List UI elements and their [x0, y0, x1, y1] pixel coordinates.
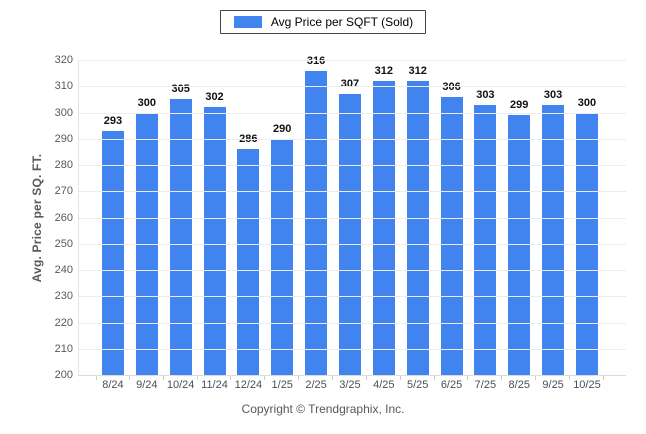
y-axis-tick-label: 210: [54, 342, 73, 355]
bar: [508, 115, 531, 375]
bar: [474, 104, 497, 375]
bar: [542, 104, 565, 375]
y-axis-tick-label: 220: [54, 316, 73, 329]
x-axis-tick: [467, 376, 469, 380]
x-axis-tick: [433, 376, 435, 380]
x-axis-label: 2/25: [305, 379, 327, 391]
y-axis-tick-label: 280: [54, 159, 73, 171]
bar-value-label: 303: [476, 88, 495, 101]
x-axis-labels: 8/24 9/24 10/24 11/24 12/24 1/25 2/25 3/25 4/25 5…: [96, 379, 604, 392]
bar-value-label: 290: [273, 122, 292, 135]
legend-label: Avg Price per SQFT (Sold): [270, 15, 414, 29]
x-axis-tick: [535, 376, 537, 380]
bar-slot: 302: [198, 60, 232, 380]
x-axis-tick: [399, 376, 401, 380]
y-axis-tick-label: 230: [54, 290, 73, 303]
y-axis-tick-label: 270: [54, 185, 73, 198]
x-axis-tick: [128, 376, 130, 380]
bar-value-label: 312: [408, 65, 427, 77]
gridline: [79, 86, 626, 88]
bar-slot: 303: [536, 60, 571, 380]
bar: [271, 138, 294, 375]
x-axis-tick: [365, 376, 367, 380]
bar-value-label: 312: [374, 65, 393, 77]
bar: [203, 107, 226, 375]
y-axis-tick-label: 300: [54, 106, 73, 119]
y-axis-tick-label: 320: [54, 54, 73, 66]
x-axis-label: 12/24: [234, 379, 263, 391]
bar-value-label: 299: [510, 99, 529, 112]
bar-value-label: 300: [137, 96, 156, 109]
x-axis-tick: [332, 376, 334, 380]
x-axis-label: 6/25: [440, 379, 463, 391]
gridline: [79, 270, 626, 271]
bar-slot: 299: [502, 60, 537, 380]
x-axis-label: 10/25: [573, 379, 601, 391]
gridline: [79, 243, 626, 245]
y-axis-tick-label: 250: [54, 237, 73, 250]
x-axis-label: 4/25: [373, 379, 395, 391]
gridline: [79, 348, 626, 350]
x-axis-tick: [230, 376, 232, 380]
bar: [169, 99, 192, 375]
bar: [237, 149, 260, 375]
x-axis-tick: [569, 376, 571, 380]
bar-slot: 303: [468, 60, 503, 380]
bars-row: 293 300 305 302 286 290 316 307 312 312 306 303 299 3…: [96, 55, 604, 380]
x-axis-label: 10/24: [166, 379, 195, 391]
x-axis-tick: [501, 376, 503, 380]
x-axis-label: 9/24: [136, 379, 158, 391]
gridline: [79, 112, 626, 114]
y-axis-tick-label: 290: [54, 132, 73, 145]
x-axis-tick: [298, 376, 300, 380]
x-axis-label: 8/25: [508, 379, 530, 391]
bar: [372, 81, 395, 375]
gridline: [79, 165, 626, 166]
x-axis-label: 7/25: [474, 379, 497, 391]
y-axis-tick-label: 310: [54, 80, 73, 93]
bar-value-label: 302: [205, 91, 224, 104]
y-axis-tick-label: 260: [54, 211, 73, 224]
gridline: [79, 217, 626, 219]
x-axis-label: 9/25: [542, 379, 564, 391]
x-axis-label: 8/24: [102, 379, 124, 391]
copyright-text: Copyright © Trendgraphix, Inc.: [241, 402, 405, 416]
bar-slot: 312: [401, 60, 435, 380]
gridline: [79, 296, 626, 298]
y-axis-tick-label: 240: [54, 264, 73, 276]
bar: [406, 81, 429, 375]
legend: Avg Price per SQFT (Sold): [0, 10, 646, 34]
bar: [338, 94, 361, 375]
x-axis-tick: [602, 376, 604, 380]
x-axis-tick: [264, 376, 266, 380]
legend-swatch-icon: [233, 16, 262, 28]
bar-value-label: 303: [543, 88, 563, 101]
plot-area: 293 300 305 302 286 290 316 307 312 312 306 303 299 3…: [55, 54, 626, 391]
y-axis-tick-label: 200: [54, 369, 73, 381]
x-axis-label: 3/25: [339, 379, 361, 391]
bar: [305, 70, 328, 375]
x-axis-tick: [96, 376, 97, 380]
x-axis-label: 1/25: [271, 379, 293, 391]
x-axis-tick: [162, 376, 164, 380]
bar-slot: 312: [367, 60, 401, 380]
bar: [101, 130, 124, 375]
gridline: [79, 138, 626, 140]
bar-value-label: 300: [577, 96, 597, 109]
gridline: [79, 322, 626, 324]
gridline: [79, 191, 626, 193]
legend-box: Avg Price per SQFT (Sold): [219, 10, 427, 34]
bar-value-label: 307: [340, 78, 360, 91]
x-axis-tick: [196, 376, 198, 380]
bar-value-label: 305: [171, 83, 190, 96]
bar: [440, 96, 463, 375]
gridline: [79, 60, 626, 61]
x-axis-label: 11/24: [201, 379, 228, 391]
bar-value-label: 293: [103, 114, 123, 127]
bar-slot: 290: [265, 60, 300, 380]
x-axis-label: 5/25: [406, 379, 429, 391]
